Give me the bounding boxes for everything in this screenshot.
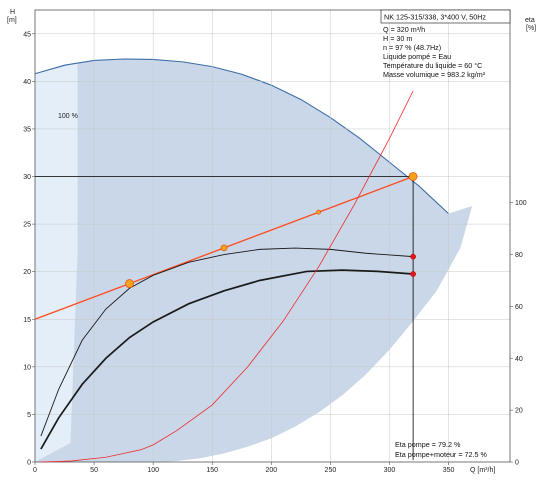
x-tick-label: 50 (90, 467, 98, 474)
x-tick-label: 200 (265, 467, 277, 474)
info-line-head: H = 30 m (383, 34, 412, 43)
y-tick-label: 35 (23, 126, 31, 133)
y2-axis-label-eta-unit: [%] (526, 25, 536, 32)
y-tick-label: 15 (23, 317, 31, 324)
eta-marker (410, 271, 416, 277)
y2-tick-label: 0 (515, 460, 519, 467)
power-curve (40, 90, 414, 463)
x-tick-label: 0 (33, 467, 37, 474)
tick-labels: 0 50 100 150 200 250 300 350 0 5 10 15 20 25 30 35 40 45 0… (23, 31, 527, 474)
x-tick-label: 100 (147, 467, 159, 474)
y-axis-label-h-unit: [m] (7, 17, 17, 24)
envelope-light-zone (35, 63, 78, 462)
eta-pump-motor-label: Eta pompe+moteur = 72.5 % (395, 450, 488, 459)
info-line-flow: Q = 320 m³/h (383, 25, 425, 34)
y2-tick-label: 80 (515, 252, 523, 259)
plot-frame (34, 9, 511, 463)
info-line-speed: n = 97 % (48.7Hz) (383, 43, 441, 52)
y-tick-label: 5 (27, 412, 31, 419)
title-box (380, 9, 511, 24)
eta-marker (410, 253, 416, 260)
y-tick-label: 10 (23, 364, 31, 371)
y-tick-label: 45 (23, 31, 31, 38)
info-line-liquid: Liquide pompé = Eau (383, 52, 451, 61)
system-marker (220, 244, 228, 252)
info-line-density: Masse volumique = 983.2 kg/m³ (383, 70, 486, 79)
y-axis-label-h: H (10, 9, 15, 16)
y-tick-label: 25 (23, 222, 31, 229)
y-tick-label: 40 (23, 79, 31, 86)
y2-axis-label-eta: eta (525, 17, 535, 24)
y-tick-label: 20 (23, 269, 31, 276)
x-tick-label: 300 (384, 467, 396, 474)
curves (34, 90, 418, 463)
envelope-upper-edge (34, 58, 449, 215)
eta-pump-label: Eta pompe = 79.2 % (395, 440, 461, 449)
system-marker (408, 172, 418, 181)
chart-title: NK 125-315/338, 3*400 V, 50Hz (384, 13, 486, 22)
y2-tick-label: 100 (515, 200, 527, 207)
y2-tick-label: 20 (515, 408, 523, 415)
y-tick-label: 30 (23, 174, 31, 181)
curve-label-100: 100 % (58, 113, 78, 120)
info-line-temperature: Température du liquide = 60 °C (383, 61, 482, 70)
y2-tick-label: 60 (515, 304, 523, 311)
eta-pump-motor-curve (40, 269, 414, 450)
system-marker (316, 209, 321, 215)
x-tick-label: 250 (325, 467, 337, 474)
x-tick-label: 150 (206, 467, 218, 474)
y-tick-label: 0 (27, 460, 31, 467)
x-axis-label: Q [m³/h] (470, 467, 495, 474)
operating-envelope (34, 58, 473, 462)
envelope-area (35, 59, 473, 462)
grid (35, 10, 510, 462)
system-marker (125, 279, 134, 288)
x-tick-label: 350 (443, 467, 455, 474)
y2-tick-label: 40 (515, 356, 523, 363)
eta-pump-curve (40, 247, 414, 437)
